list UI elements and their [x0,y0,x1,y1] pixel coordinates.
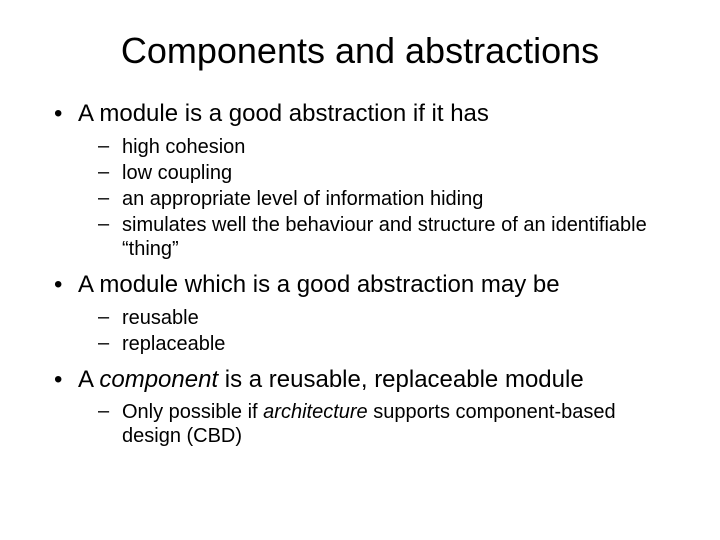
text-pre: Only possible if [122,401,263,423]
list-item-text: A module is a good abstraction if it has [78,100,670,129]
bullet-dash-icon: – [98,400,122,423]
bullet-dot-icon: • [50,271,78,299]
list-item: • A module is a good abstraction if it h… [50,100,670,129]
bullet-dash-icon: – [98,306,122,329]
list-item: – Only possible if architecture supports… [98,400,670,448]
bullet-dash-icon: – [98,213,122,236]
bullet-list-level2: – reusable – replaceable [50,306,670,356]
list-item: • A module which is a good abstraction m… [50,271,670,300]
list-item-text: A component is a reusable, replaceable m… [78,366,670,395]
bullet-dot-icon: • [50,366,78,394]
list-item-text: high cohesion [122,135,670,159]
list-item-text: replaceable [122,332,670,356]
list-item-text: an appropriate level of information hidi… [122,187,670,211]
text-emphasis: component [99,366,218,393]
bullet-dash-icon: – [98,135,122,158]
bullet-list-level2: – Only possible if architecture supports… [50,400,670,448]
text-post: is a reusable, replaceable module [218,366,584,393]
list-item: – high cohesion [98,135,670,159]
list-item: – an appropriate level of information hi… [98,187,670,211]
list-item: – simulates well the behaviour and struc… [98,213,670,261]
list-item-text: Only possible if architecture supports c… [122,400,670,448]
list-item-text: simulates well the behaviour and structu… [122,213,670,261]
text-emphasis: architecture [263,401,368,423]
text-pre: A [78,366,99,393]
list-item-text: A module which is a good abstraction may… [78,271,670,300]
bullet-dash-icon: – [98,187,122,210]
list-item: – low coupling [98,161,670,185]
slide-title: Components and abstractions [50,30,670,72]
bullet-dash-icon: – [98,332,122,355]
list-item: • A component is a reusable, replaceable… [50,366,670,395]
bullet-dash-icon: – [98,161,122,184]
list-item-text: low coupling [122,161,670,185]
bullet-list-level1: • A module is a good abstraction if it h… [50,100,670,448]
bullet-dot-icon: • [50,100,78,128]
list-item: – reusable [98,306,670,330]
list-item: – replaceable [98,332,670,356]
bullet-list-level2: – high cohesion – low coupling – an appr… [50,135,670,261]
list-item-text: reusable [122,306,670,330]
